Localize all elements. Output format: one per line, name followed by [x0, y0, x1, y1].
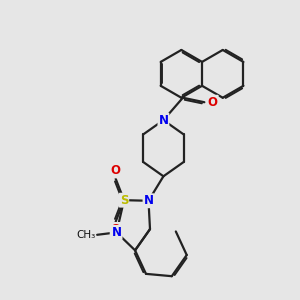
- Text: S: S: [120, 194, 128, 207]
- Text: N: N: [158, 114, 168, 127]
- Text: O: O: [111, 223, 121, 236]
- Text: N: N: [143, 194, 154, 207]
- Text: N: N: [112, 226, 122, 239]
- Text: O: O: [111, 164, 121, 177]
- Text: CH₃: CH₃: [76, 230, 95, 240]
- Text: O: O: [208, 96, 218, 109]
